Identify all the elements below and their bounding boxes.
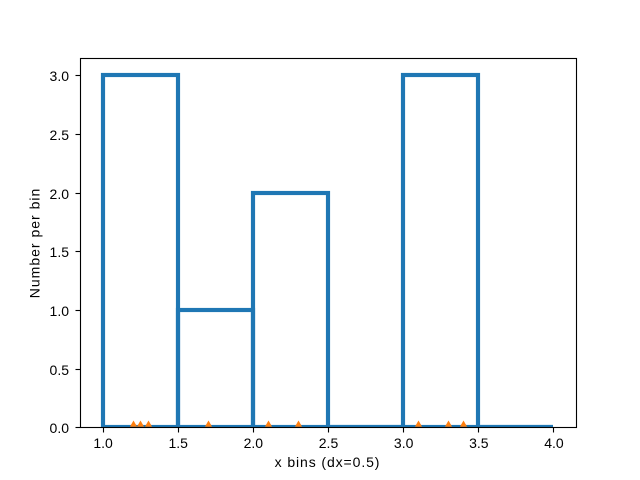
svg-text:2.0: 2.0 — [50, 186, 70, 202]
svg-text:2.5: 2.5 — [319, 435, 339, 451]
svg-text:3.0: 3.0 — [50, 68, 70, 84]
svg-text:1.5: 1.5 — [168, 435, 188, 451]
svg-text:3.5: 3.5 — [469, 435, 489, 451]
svg-text:4.0: 4.0 — [544, 435, 564, 451]
svg-text:2.0: 2.0 — [244, 435, 264, 451]
svg-text:x bins (dx=0.5): x bins (dx=0.5) — [275, 454, 381, 470]
svg-text:1.0: 1.0 — [93, 435, 113, 451]
svg-text:0.0: 0.0 — [50, 420, 70, 436]
svg-text:2.5: 2.5 — [50, 127, 70, 143]
svg-text:0.5: 0.5 — [50, 362, 70, 378]
svg-text:Number per bin: Number per bin — [26, 188, 42, 299]
svg-text:3.0: 3.0 — [394, 435, 414, 451]
svg-text:1.0: 1.0 — [50, 303, 70, 319]
svg-text:1.5: 1.5 — [50, 244, 70, 260]
